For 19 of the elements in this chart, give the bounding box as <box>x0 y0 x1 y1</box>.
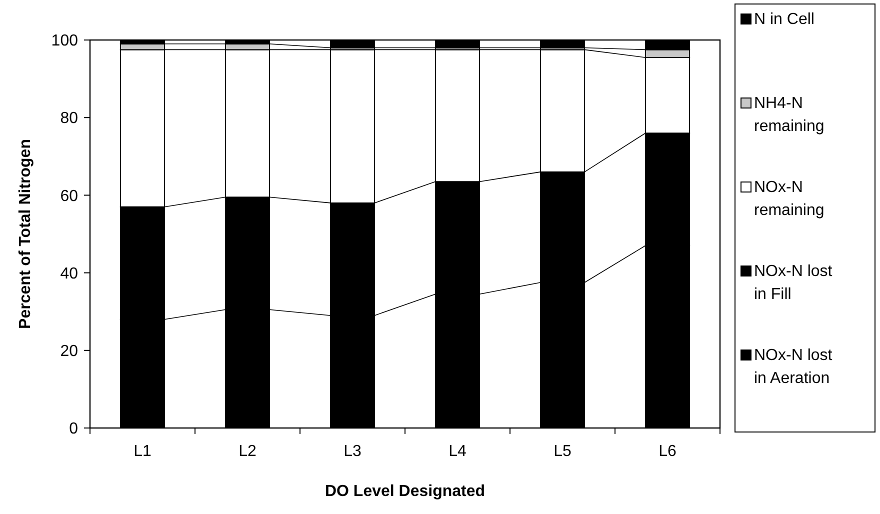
x-tick-label: L1 <box>134 443 152 460</box>
legend-label: NOx-N lost in Fill <box>754 263 833 303</box>
y-tick-label: 100 <box>51 32 78 50</box>
y-tick-label: 0 <box>69 420 78 438</box>
y-axis-title: Percent of Total Nitrogen <box>17 139 34 329</box>
x-tick-label: L2 <box>238 443 256 460</box>
y-tick-label: 60 <box>60 188 78 205</box>
y-tick-label: 40 <box>60 265 78 282</box>
y-tick-label: 80 <box>60 110 78 128</box>
legend-label: N in Cell <box>754 11 814 28</box>
y-tick-label: 20 <box>60 343 78 360</box>
x-axis-title: DO Level Designated <box>324 483 486 500</box>
x-tick-label: L5 <box>554 443 572 460</box>
x-tick-label: L4 <box>448 443 466 460</box>
legend-label: NOx-N remaining <box>754 179 824 219</box>
legend-label: NH4-N remaining <box>754 95 824 135</box>
x-tick-label: L6 <box>658 443 676 460</box>
legend-label: NOx-N lost in Aeration <box>754 347 833 387</box>
x-tick-label: L3 <box>344 443 362 460</box>
